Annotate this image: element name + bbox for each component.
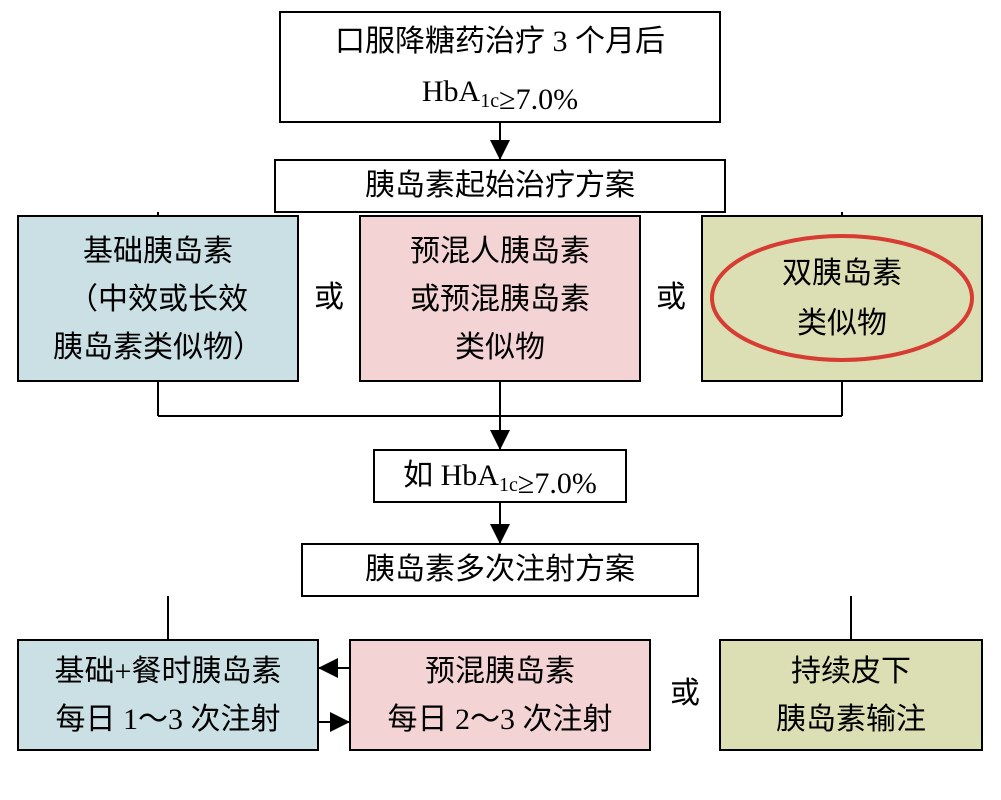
- node-n3c: 双胰岛素类似物: [702, 216, 982, 381]
- label-or2: 或: [656, 281, 686, 314]
- node-n3a-line2: 胰岛素类似物）: [53, 331, 263, 364]
- node-n6b-line1: 每日 2～3 次注射: [388, 703, 613, 736]
- nodes-layer: 口服降糖药治疗 3 个月后HbA1c≥7.0% 胰岛素起始治疗方案基础胰岛素 （中效…: [18, 12, 982, 750]
- node-n6a: 基础+餐时胰岛素每日 1～3 次注射: [18, 640, 318, 750]
- node-n4: 如 HbA1c≥7.0%: [374, 450, 626, 502]
- label-or3: 或: [670, 677, 700, 710]
- label-or1: 或: [314, 281, 344, 314]
- node-n3c-line1: 类似物: [797, 307, 887, 340]
- node-n3c-line0: 双胰岛素: [782, 257, 902, 290]
- node-n3b-line0: 预混人胰岛素: [410, 235, 590, 268]
- node-n5: 胰岛素多次注射方案: [302, 544, 698, 596]
- node-n6c: 持续皮下胰岛素输注: [720, 640, 982, 750]
- node-n6a-line1: 每日 1～3 次注射: [56, 703, 281, 736]
- node-n3b: 预混人胰岛素或预混胰岛素类似物: [360, 216, 640, 381]
- node-n2: 胰岛素起始治疗方案: [275, 160, 725, 212]
- node-n2-line0: 胰岛素起始治疗方案: [365, 169, 635, 202]
- node-n1-line0: 口服降糖药治疗 3 个月后: [335, 25, 665, 58]
- node-n3b-line1: 或预混胰岛素: [410, 283, 590, 316]
- node-n3a: 基础胰岛素 （中效或长效胰岛素类似物）: [18, 216, 298, 381]
- node-n3a-line0: 基础胰岛素: [83, 235, 233, 268]
- node-n6a-line0: 基础+餐时胰岛素: [55, 655, 282, 688]
- node-n6c-line1: 胰岛素输注: [776, 703, 926, 736]
- node-n3c-box: [702, 216, 982, 381]
- node-n3a-line1: （中效或长效: [68, 283, 248, 316]
- insulin-flowchart: 口服降糖药治疗 3 个月后HbA1c≥7.0% 胰岛素起始治疗方案基础胰岛素 （中效…: [0, 0, 1001, 800]
- node-n6b: 预混胰岛素每日 2～3 次注射: [350, 640, 650, 750]
- node-n6b-line0: 预混胰岛素: [425, 655, 575, 688]
- node-n1: 口服降糖药治疗 3 个月后HbA1c≥7.0%: [280, 12, 720, 122]
- node-n3b-line2: 类似物: [455, 331, 545, 364]
- node-n6c-line0: 持续皮下: [791, 655, 911, 688]
- node-n5-line0: 胰岛素多次注射方案: [365, 553, 635, 586]
